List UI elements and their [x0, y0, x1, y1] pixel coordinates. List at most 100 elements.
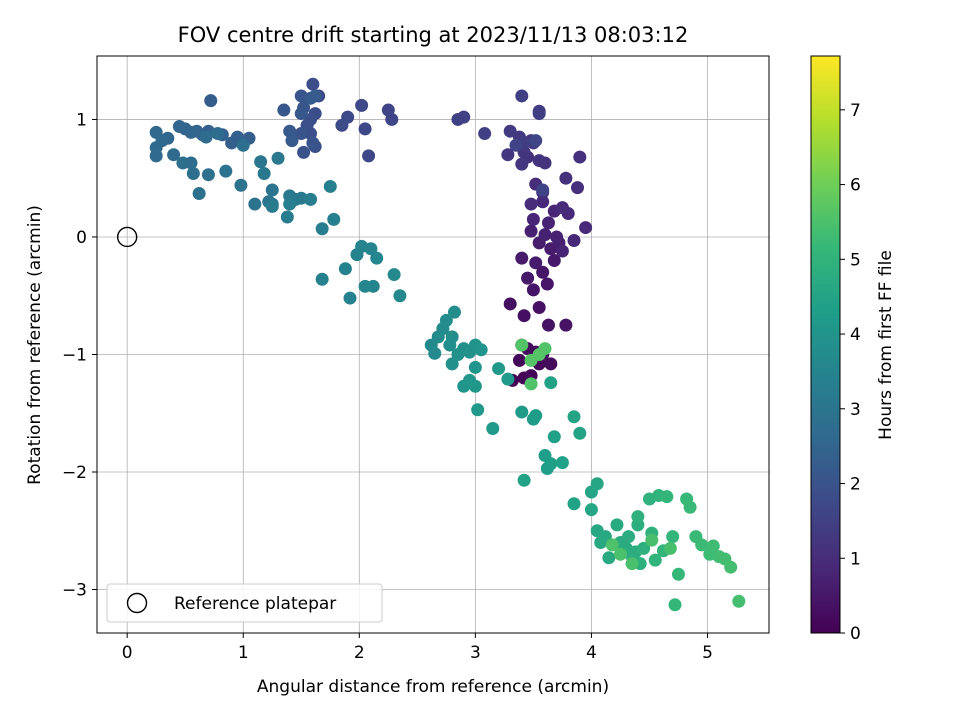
data-point — [248, 197, 262, 211]
data-point — [509, 138, 523, 152]
data-point — [192, 186, 206, 200]
colorbar-tick-label: 0 — [850, 624, 861, 644]
data-point — [445, 357, 459, 371]
data-point — [605, 538, 619, 552]
chart-title: FOV centre drift starting at 2023/11/13 … — [178, 23, 689, 47]
data-point — [683, 500, 697, 514]
data-point — [343, 291, 357, 305]
x-tick-label: 0 — [122, 643, 133, 663]
data-point — [695, 538, 709, 552]
x-tick-label: 4 — [586, 643, 597, 663]
data-point — [370, 251, 384, 265]
legend-marker — [126, 592, 148, 614]
data-point — [204, 94, 218, 108]
data-point — [567, 233, 581, 247]
data-points — [149, 77, 746, 612]
y-axis-label: Rotation from reference (arcmin) — [25, 205, 45, 485]
data-point — [358, 122, 372, 136]
data-point — [199, 130, 213, 144]
data-point — [648, 553, 662, 567]
data-point — [724, 560, 738, 574]
data-point — [306, 136, 320, 150]
data-point — [271, 151, 285, 165]
data-point — [512, 353, 526, 367]
data-point — [304, 192, 318, 206]
data-point — [544, 457, 558, 471]
data-point — [327, 212, 341, 226]
plot-frame — [96, 55, 770, 634]
colorbar: 0 1 2 3 4 5 6 7 Hours from first FF file — [810, 55, 896, 644]
data-point — [451, 112, 465, 126]
data-point — [474, 343, 488, 357]
data-point — [201, 168, 215, 182]
data-point — [364, 242, 378, 256]
colorbar-tick-label: 1 — [850, 549, 861, 569]
data-point — [524, 377, 538, 391]
data-point — [358, 279, 372, 293]
data-point — [294, 127, 308, 141]
data-point — [517, 473, 531, 487]
data-point — [532, 154, 546, 168]
data-point — [541, 318, 555, 332]
data-point — [625, 557, 639, 571]
data-point — [486, 422, 500, 436]
colorbar-gradient — [810, 55, 841, 634]
data-point — [387, 268, 401, 282]
data-point — [610, 518, 624, 532]
data-point — [515, 251, 529, 265]
x-tick-label: 5 — [702, 643, 713, 663]
data-point — [517, 309, 531, 323]
data-point — [501, 148, 515, 162]
data-point — [468, 360, 482, 374]
data-point — [532, 107, 546, 121]
data-point — [254, 155, 268, 169]
data-point — [536, 183, 550, 197]
data-point — [529, 409, 543, 423]
data-point — [393, 289, 407, 303]
data-point — [515, 89, 529, 103]
data-point — [663, 541, 677, 555]
data-point — [283, 197, 297, 211]
data-point — [280, 210, 294, 224]
data-point — [550, 230, 564, 244]
data-point — [536, 195, 550, 209]
x-tick-label: 2 — [354, 643, 365, 663]
data-point — [544, 376, 558, 390]
data-point — [478, 127, 492, 141]
data-point — [335, 118, 349, 132]
data-point — [219, 164, 233, 178]
data-point — [559, 171, 573, 185]
x-tick-label: 1 — [238, 643, 249, 663]
data-point — [362, 149, 376, 163]
colorbar-tick-label: 2 — [850, 475, 861, 495]
x-axis-ticks: 0 1 2 3 4 5 — [122, 633, 713, 663]
data-point — [501, 372, 515, 386]
data-point — [167, 148, 181, 162]
data-point — [294, 107, 308, 121]
data-point — [573, 426, 587, 440]
x-axis-label: Angular distance from reference (arcmin) — [257, 677, 609, 697]
colorbar-tick-label: 6 — [850, 176, 861, 196]
data-point — [503, 297, 517, 311]
data-point — [234, 178, 248, 192]
y-axis-ticks: −3 −2 −1 0 1 — [62, 110, 97, 601]
data-point — [443, 338, 457, 352]
data-point — [277, 103, 291, 117]
data-point — [265, 183, 279, 197]
data-point — [555, 201, 569, 215]
colorbar-tick-label: 5 — [850, 250, 861, 270]
data-point — [428, 346, 442, 360]
reference-marker — [116, 226, 138, 248]
data-point — [666, 530, 680, 544]
data-point — [503, 124, 517, 138]
data-point — [544, 357, 558, 371]
data-point — [149, 125, 163, 139]
data-point — [538, 228, 552, 242]
data-point — [529, 256, 543, 270]
data-point — [668, 598, 682, 612]
data-point — [492, 362, 506, 376]
data-point — [559, 318, 573, 332]
colorbar-label: Hours from first FF file — [876, 250, 896, 440]
y-tick-label: 1 — [76, 110, 87, 130]
